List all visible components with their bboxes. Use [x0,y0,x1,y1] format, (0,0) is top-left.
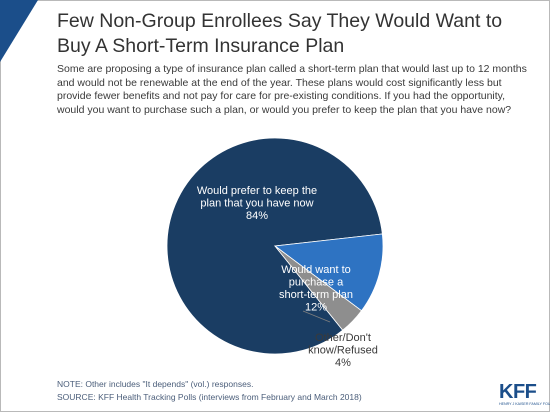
chart-title: Few Non-Group Enrollees Say They Would W… [57,10,503,57]
label-line: short-term plan [279,289,353,301]
label-line: 4% [335,357,351,369]
label-line: Would prefer to keep the [197,185,317,197]
logo-mark: KFF [499,381,537,403]
slice-other [274,245,363,331]
label-keep-current-plan: Would prefer to keep the plan that you ha… [197,185,317,222]
label-short-term-plan: Would want to purchase a short-term plan 12… [279,264,353,314]
label-line: know/Refused [308,345,378,357]
other-leader-line [302,310,331,323]
logo-subtitle: HENRY J KAISER FAMILY FOUNDATION [499,402,550,406]
pie-slices [166,137,384,355]
label-other: Other/Don't know/Refused 4% [308,332,378,369]
label-line: Would want to [281,264,351,276]
label-line: 84% [246,210,268,222]
corner-accent [0,0,38,62]
label-line: plan that you have now [200,198,313,210]
survey-question: Some are proposing a type of insurance p… [57,63,527,116]
pie-labels: Would prefer to keep the plan that you ha… [197,185,378,369]
label-line: Other/Don't [315,332,371,344]
label-line: purchase a [289,277,344,289]
chart-note: NOTE: Other includes "It depends" (vol.)… [57,379,254,389]
label-line: 12% [305,302,327,314]
chart-source: SOURCE: KFF Health Tracking Polls (inter… [57,392,362,402]
slice-short-term-plan [273,233,384,312]
kff-logo: KFF HENRY J KAISER FAMILY FOUNDATION [499,381,550,406]
